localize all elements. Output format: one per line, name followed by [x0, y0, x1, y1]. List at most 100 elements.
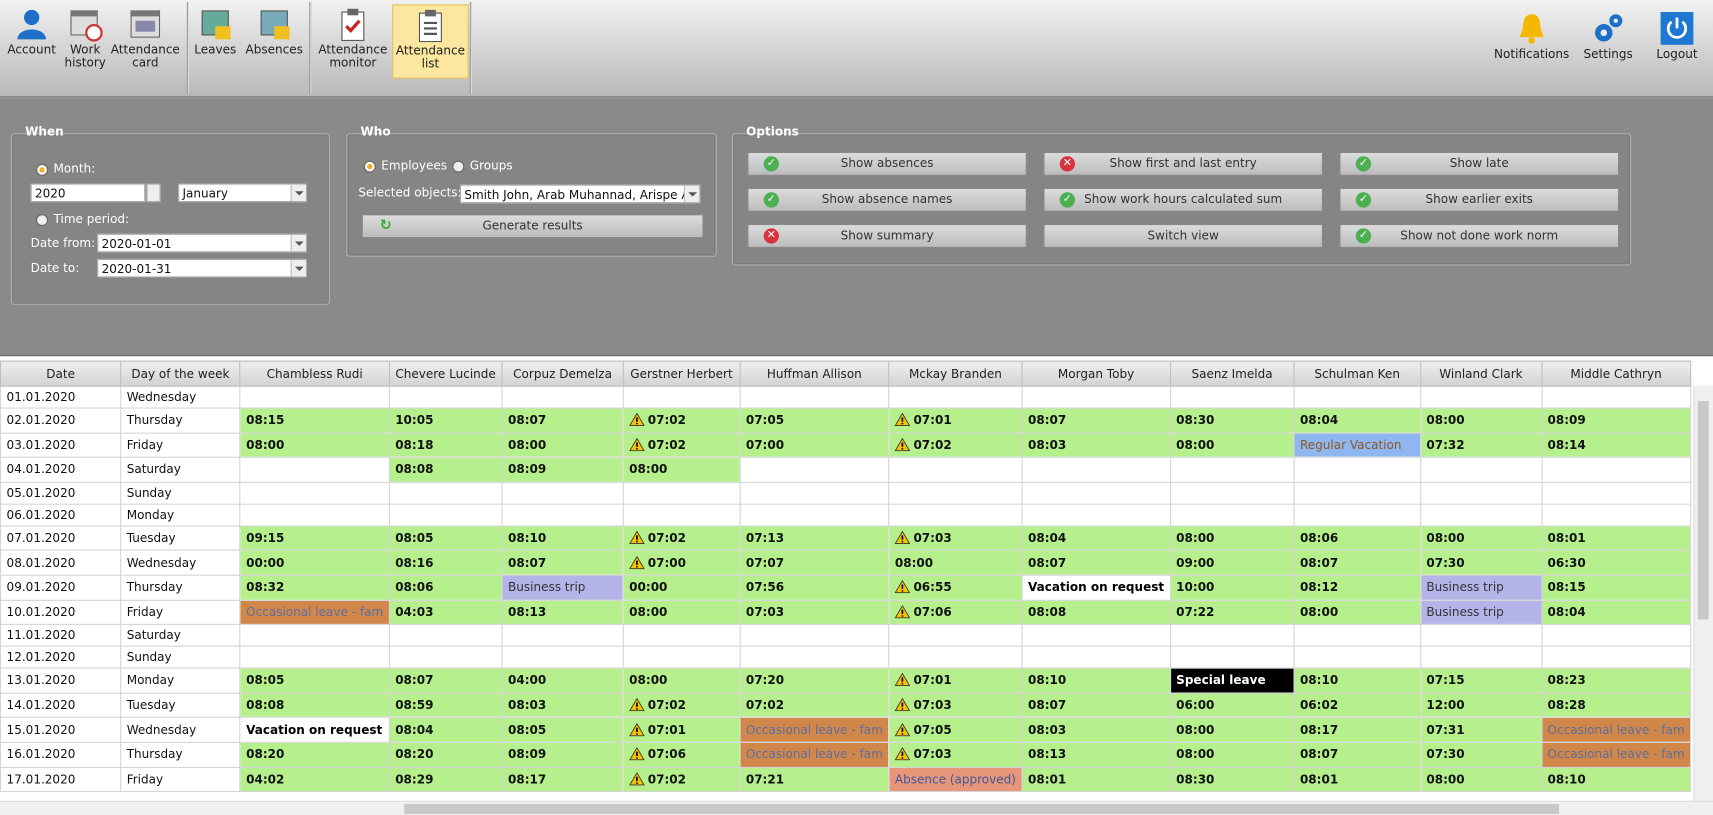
option-label: Show summary	[841, 228, 934, 242]
option-button[interactable]: ✓Show earlier exits	[1339, 188, 1619, 212]
table-row: 14.01.2020Tuesday08:0808:5908:0307:0207:…	[1, 693, 1691, 718]
time-cell: 07:21	[740, 767, 889, 792]
time-cell: 08:00	[502, 433, 623, 458]
toolbar-button[interactable]: Attendance list	[392, 4, 468, 78]
table-row: 12.01.2020Sunday	[1, 646, 1691, 668]
date-from-input[interactable]: 2020-01-01	[97, 234, 307, 253]
option-label: Show absence names	[822, 192, 953, 206]
time-cell: 08:32	[240, 575, 389, 600]
time-cell: 10:05	[389, 408, 502, 433]
time-cell: 08:10	[1542, 767, 1691, 792]
time-value: 07:02	[648, 698, 686, 712]
time-cell: 08:17	[1294, 718, 1420, 743]
column-header[interactable]: Mckay Branden	[889, 361, 1022, 386]
toolbar-label: Logout	[1656, 47, 1697, 61]
table-row: 17.01.2020Friday04:0208:2908:1707:0207:2…	[1, 767, 1691, 792]
column-header[interactable]: Morgan Toby	[1022, 361, 1170, 386]
empty-cell	[1022, 457, 1170, 482]
empty-cell	[502, 646, 623, 668]
time-cell: 08:17	[502, 767, 623, 792]
time-cell: 07:56	[740, 575, 889, 600]
time-cell: 09:00	[1170, 550, 1294, 575]
empty-cell	[1170, 625, 1294, 647]
option-button[interactable]: ✓Show absence names	[747, 188, 1027, 212]
toolbar-label: Leaves	[194, 43, 236, 57]
column-header[interactable]: Huffman Allison	[740, 361, 889, 386]
selected-label: Selected objects:	[358, 186, 461, 200]
toolbar-label: Notifications	[1494, 47, 1569, 61]
empty-cell	[502, 386, 623, 408]
column-header[interactable]: Winland Clark	[1420, 361, 1541, 386]
option-button[interactable]: Switch view	[1043, 224, 1323, 248]
option-button[interactable]: ✕Show first and last entry	[1043, 152, 1323, 176]
empty-cell	[1022, 646, 1170, 668]
vertical-scrollbar[interactable]	[1693, 386, 1713, 801]
empty-cell	[1294, 482, 1420, 504]
year-spinner[interactable]	[146, 184, 160, 203]
toolbar-button[interactable]: Notifications	[1488, 9, 1575, 83]
year-input[interactable]: 2020	[31, 184, 146, 203]
option-label: Show not done work norm	[1400, 228, 1558, 242]
time-cell: 08:30	[1170, 767, 1294, 792]
scroll-thumb[interactable]	[1698, 401, 1709, 620]
month-select[interactable]: January	[178, 184, 307, 203]
toolbar-button[interactable]: Attendance card	[109, 4, 181, 78]
generate-button[interactable]: ↻Generate results	[362, 214, 704, 238]
time-cell: 08:03	[1022, 433, 1170, 458]
option-button[interactable]: ✓Show absences	[747, 152, 1027, 176]
column-header[interactable]: Schulman Ken	[1294, 361, 1420, 386]
toolbar-button[interactable]: Absences	[238, 4, 310, 78]
column-header[interactable]: Corpuz Demelza	[502, 361, 623, 386]
column-header[interactable]: Chevere Lucinde	[389, 361, 502, 386]
column-header[interactable]: Day of the week	[121, 361, 240, 386]
time-cell: 08:01	[1542, 526, 1691, 551]
column-header[interactable]: Middle Cathryn	[1542, 361, 1691, 386]
option-button[interactable]: ✕Show summary	[747, 224, 1027, 248]
option-button[interactable]: ✓Show work hours calculated sum	[1043, 188, 1323, 212]
toolbar-button[interactable]: Logout	[1633, 9, 1713, 83]
time-cell: 07:30	[1420, 742, 1541, 767]
scroll-thumb[interactable]	[404, 804, 1559, 814]
horizontal-scrollbar[interactable]	[0, 801, 1713, 815]
option-button[interactable]: ✓Show not done work norm	[1339, 224, 1619, 248]
dropdown-arrow	[291, 185, 306, 201]
toolbar-icon	[413, 8, 448, 43]
month-value: January	[182, 187, 228, 201]
option-button[interactable]: ✓Show late	[1339, 152, 1619, 176]
toolbar-icon	[1591, 11, 1626, 46]
selected-input[interactable]: Smith John, Arab Muhannad, Arispe An	[460, 185, 700, 204]
toolbar-button[interactable]: Attendance monitor	[315, 4, 391, 78]
column-header[interactable]: Date	[1, 361, 121, 386]
month-label: Month:	[54, 162, 96, 176]
attendance-table: DateDay of the weekChambless RudiChevere…	[0, 361, 1691, 793]
column-header[interactable]: Gerstner Herbert	[623, 361, 740, 386]
check-icon: ✓	[1356, 156, 1371, 171]
time-cell: 04:02	[240, 767, 389, 792]
column-header[interactable]: Saenz Imelda	[1170, 361, 1294, 386]
month-radio[interactable]	[36, 164, 48, 176]
time-cell: 08:00	[1294, 600, 1420, 625]
table-row: 08.01.2020Wednesday00:0008:1608:0707:000…	[1, 550, 1691, 575]
period-radio[interactable]	[36, 214, 48, 226]
column-header[interactable]: Chambless Rudi	[240, 361, 389, 386]
warning-icon	[895, 438, 910, 451]
table-row: 11.01.2020Saturday	[1, 625, 1691, 647]
empty-cell	[889, 625, 1022, 647]
toolbar-label: Attendance monitor	[318, 43, 387, 70]
late-time-cell: 07:01	[889, 668, 1022, 693]
date-cell: 06.01.2020	[1, 504, 121, 526]
day-cell: Saturday	[121, 457, 240, 482]
groups-radio[interactable]	[452, 161, 464, 173]
time-cell: 08:04	[1294, 408, 1420, 433]
groups-label: Groups	[470, 158, 513, 172]
warning-icon	[629, 723, 644, 736]
date-cell: 01.01.2020	[1, 386, 121, 408]
empty-cell	[1022, 386, 1170, 408]
empty-cell	[1542, 504, 1691, 526]
date-to-input[interactable]: 2020-01-31	[97, 259, 307, 278]
empty-cell	[389, 482, 502, 504]
employees-radio[interactable]	[364, 161, 376, 173]
day-cell: Sunday	[121, 646, 240, 668]
